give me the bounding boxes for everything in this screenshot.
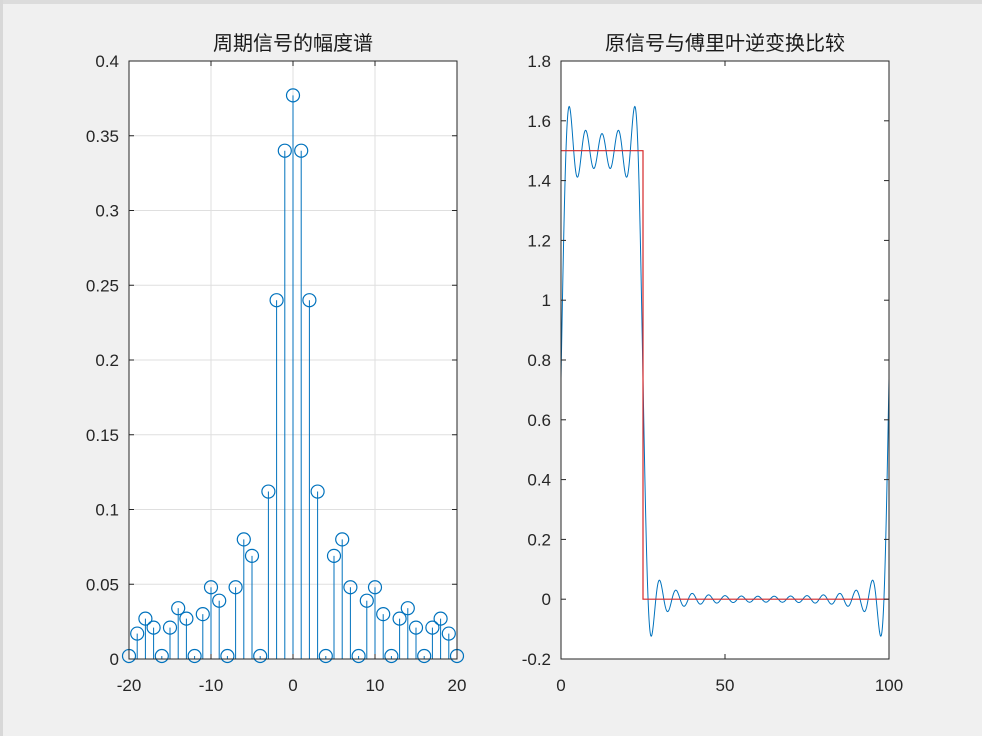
comparison-plot-area — [561, 61, 889, 659]
comparison-ytick-label: 1 — [542, 291, 551, 310]
stem-marker — [171, 601, 186, 616]
original-signal-line — [561, 150, 889, 600]
comparison-lines — [560, 105, 890, 637]
stem-marker — [220, 648, 235, 664]
stem-marker — [351, 648, 366, 664]
window-edge-left — [0, 0, 3, 736]
stem-marker — [179, 611, 194, 626]
stem-marker — [130, 626, 145, 641]
spectrum-ytick-label: 0.4 — [95, 52, 119, 71]
stem-marker — [408, 620, 424, 635]
stem-marker — [417, 648, 432, 664]
spectrum-ytick-label: 0.3 — [95, 202, 119, 221]
stem-marker — [212, 593, 227, 608]
comparison-ytick-label: 1.4 — [527, 172, 551, 191]
stem-marker — [195, 607, 210, 622]
stem-marker — [343, 580, 358, 595]
stem-marker — [203, 580, 219, 595]
stem-marker — [384, 648, 399, 664]
comparison-ytick-label: -0.2 — [522, 650, 551, 669]
fourier-reconstruction-line — [560, 105, 890, 637]
spectrum-title: 周期信号的幅度谱 — [213, 31, 373, 55]
stem-marker — [318, 648, 333, 664]
stem-marker — [138, 611, 153, 626]
stem-marker — [285, 88, 301, 103]
comparison-ytick-label: 1.6 — [527, 112, 551, 131]
spectrum-ytick-label: 0.1 — [95, 501, 119, 520]
comparison-ytick-label: 0 — [542, 590, 551, 609]
stem-marker — [425, 620, 440, 635]
comparison-xtick-label: 0 — [556, 676, 565, 695]
spectrum-ytick-label: 0 — [110, 650, 119, 669]
comparison-xtick-label: 100 — [875, 676, 903, 695]
spectrum-xtick-label: 20 — [448, 676, 467, 695]
stem-marker — [400, 601, 415, 616]
stem-marker — [277, 143, 292, 158]
comparison-ytick-label: 0.4 — [527, 471, 551, 490]
spectrum-ytick-label: 0.35 — [86, 127, 119, 146]
stem-marker — [146, 620, 161, 635]
comparison-ytick-label: 0.2 — [527, 530, 551, 549]
spectrum-ytick-label: 0.25 — [86, 276, 119, 295]
stem-marker — [253, 648, 268, 664]
stem-marker — [302, 293, 317, 308]
comparison-xtick-label: 50 — [716, 676, 735, 695]
stem-marker — [294, 143, 309, 158]
spectrum-axes: -20 -10 0 10 20 0 0.05 0.1 0.15 0.2 0.25 0.3 0.35 0.4… — [86, 31, 467, 695]
stem-marker — [228, 580, 243, 595]
spectrum-ticks: -20 -10 0 10 20 0 0.05 0.1 0.15 0.2 0.25 0.3 0.35 0.4 — [86, 52, 467, 695]
comparison-title: 原信号与傅里叶逆变换比较 — [605, 31, 845, 55]
stem-marker — [326, 548, 342, 563]
stem-marker — [236, 532, 251, 547]
spectrum-xtick-label: -20 — [117, 676, 142, 695]
spectrum-stems — [121, 88, 465, 664]
stem-marker — [154, 648, 169, 664]
spectrum-ytick-label: 0.15 — [86, 426, 119, 445]
window-edge-top — [0, 0, 982, 4]
spectrum-xtick-label: -10 — [199, 676, 224, 695]
stem-marker — [359, 593, 374, 608]
stem-marker — [310, 484, 325, 499]
comparison-ytick-label: 1.2 — [527, 231, 551, 250]
comparison-ytick-label: 1.8 — [527, 52, 551, 71]
stem-marker — [441, 626, 456, 641]
stem-marker — [433, 611, 448, 626]
stem-marker — [269, 293, 284, 308]
stem-marker — [261, 484, 276, 499]
stem-marker — [392, 611, 407, 626]
stem-marker — [335, 532, 350, 547]
spectrum-ytick-label: 0.05 — [86, 575, 119, 594]
comparison-ytick-label: 0.6 — [527, 411, 551, 430]
stem-marker — [244, 548, 260, 563]
spectrum-xtick-label: 10 — [366, 676, 385, 695]
comparison-axes: 0 50 100 -0.2 0 0.2 0.4 0.6 0.8 1 1.2 1.4 1.6 1.8 原信号… — [522, 31, 903, 695]
spectrum-xtick-label: 0 — [288, 676, 297, 695]
comparison-ticks: 0 50 100 -0.2 0 0.2 0.4 0.6 0.8 1 1.2 1.4 1.6 1.8 — [522, 52, 903, 695]
stem-marker — [367, 580, 383, 595]
stem-marker — [162, 620, 178, 635]
comparison-ytick-label: 0.8 — [527, 351, 551, 370]
spectrum-ytick-label: 0.2 — [95, 351, 119, 370]
stem-marker — [376, 607, 391, 622]
stem-marker — [187, 648, 202, 664]
